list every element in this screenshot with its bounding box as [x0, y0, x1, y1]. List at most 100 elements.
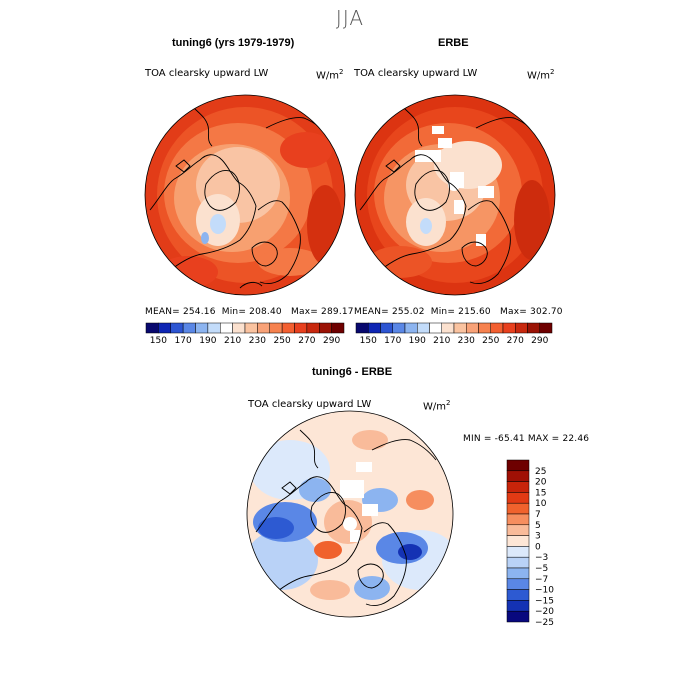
colorbar-obs: 150 170 190 210 230 250 270 290: [355, 322, 553, 346]
colorbar-swatch: [392, 322, 406, 334]
colorbar-swatch: [207, 322, 221, 334]
colorbar-swatch: [441, 322, 455, 334]
colorbar-swatch: [232, 322, 246, 334]
colorbar-tick-label: 170: [384, 336, 401, 346]
colorbar-swatch: [506, 502, 530, 515]
colorbar-swatch: [404, 322, 418, 334]
colorbar-tick-label: −3: [535, 553, 548, 563]
diff-minmax: MIN = -65.41 MAX = 22.46: [463, 434, 590, 444]
colorbar-swatch: [158, 322, 171, 334]
colorbar-swatch: [453, 322, 467, 334]
colorbar-swatch: [506, 600, 530, 612]
units-text: W/m: [527, 70, 550, 82]
colorbar-swatch: [490, 322, 504, 334]
colorbar-tick-label: −7: [535, 575, 548, 585]
units-label-model: W/m2: [316, 68, 343, 81]
panel-title-model: tuning6 (yrs 1979-1979): [172, 37, 295, 49]
colorbar-swatch: [506, 524, 530, 536]
min-value: Min= 215.60: [430, 307, 491, 317]
colorbar-tick-label: −5: [535, 564, 548, 574]
colorbar-swatch: [506, 546, 530, 558]
colorbar-swatch: [506, 535, 530, 547]
colorbar-swatch: [506, 492, 530, 504]
colorbar-tick-label: 3: [535, 532, 541, 542]
units-text: W/m: [316, 70, 339, 82]
units-exponent: 2: [446, 399, 451, 407]
max-value: Max= 302.70: [500, 307, 563, 317]
colorbar-tick-label: 290: [323, 336, 340, 346]
colorbar-swatch: [478, 322, 491, 334]
colorbar-tick-label: 10: [535, 499, 547, 509]
colorbar-swatch: [195, 322, 209, 334]
mean-value: MEAN= 254.16: [145, 307, 216, 317]
colorbar-swatch: [269, 322, 283, 334]
colorbar-swatch: [515, 322, 528, 334]
colorbar-tick-label: 250: [482, 336, 499, 346]
map-model: [145, 95, 345, 295]
colorbar-swatch: [319, 322, 332, 334]
colorbar-swatch: [417, 322, 430, 334]
map-diff-border: [246, 410, 454, 618]
colorbar-swatch: [506, 459, 530, 472]
max-value: Max= 289.17: [291, 307, 354, 317]
colorbar-tick-label: 190: [199, 336, 216, 346]
stats-obs: MEAN= 255.02 Min= 215.60 Max= 302.70: [354, 307, 563, 317]
colorbar-swatch: [506, 578, 530, 590]
colorbar-swatch: [145, 322, 159, 334]
colorbar-tick-label: 270: [507, 336, 524, 346]
units-label-obs: W/m2: [527, 68, 554, 81]
colorbar-tick-label: 210: [433, 336, 450, 346]
colorbar-swatch: [429, 322, 442, 334]
colorbar-swatch: [506, 589, 530, 601]
colorbar-swatch: [506, 470, 530, 482]
stats-model: MEAN= 254.16 Min= 208.40 Max= 289.17: [145, 307, 354, 317]
colorbar-tick-label: 20: [535, 478, 547, 488]
colorbar-swatch: [220, 322, 233, 334]
colorbar-model: 150 170 190 210 230 250 270 290: [145, 322, 345, 346]
colorbar-tick-label: 150: [150, 336, 167, 346]
colorbar-swatch: [539, 322, 553, 334]
colorbar-tick-label: 150: [360, 336, 377, 346]
colorbar-tick-label: 25: [535, 467, 546, 477]
units-label-diff: W/m2: [423, 399, 450, 412]
colorbar-tick-label: 230: [458, 336, 475, 346]
colorbar-tick-label: −15: [535, 596, 554, 606]
colorbar-tick-label: 290: [531, 336, 548, 346]
field-label-obs: TOA clearsky upward LW: [354, 68, 478, 79]
mean-value: MEAN= 255.02: [354, 307, 425, 317]
units-exponent: 2: [550, 68, 555, 76]
colorbar-swatch: [244, 322, 258, 334]
colorbar-swatch: [506, 567, 530, 580]
colorbar-swatch: [368, 322, 381, 334]
colorbar-swatch: [182, 322, 196, 334]
colorbar-tick-label: 250: [274, 336, 291, 346]
colorbar-tick-label: 210: [224, 336, 241, 346]
units-text: W/m: [423, 401, 446, 413]
colorbar-tick-label: −25: [535, 618, 554, 628]
colorbar-swatch: [331, 322, 345, 334]
map-obs-border: [354, 94, 556, 296]
panel-title-diff: tuning6 - ERBE: [312, 366, 393, 378]
colorbar-swatch: [527, 322, 540, 334]
colorbar-tick-label: 15: [535, 488, 546, 498]
colorbar-swatch: [506, 610, 530, 623]
colorbar-swatch: [281, 322, 295, 334]
field-label-model: TOA clearsky upward LW: [145, 68, 269, 79]
map-diff: [247, 411, 453, 617]
colorbar-tick-label: −10: [535, 586, 554, 596]
units-exponent: 2: [339, 68, 344, 76]
colorbar-tick-label: 5: [535, 521, 541, 531]
colorbar-swatch: [502, 322, 516, 334]
season-title: JJA: [335, 6, 365, 30]
colorbar-swatch: [306, 322, 320, 334]
colorbar-swatch: [294, 322, 308, 334]
colorbar-swatch: [355, 322, 369, 334]
map-model-border: [144, 94, 346, 296]
colorbar-tick-label: 230: [249, 336, 266, 346]
map-obs: [355, 95, 555, 295]
field-label-diff: TOA clearsky upward LW: [248, 399, 372, 410]
min-value: Min= 208.40: [221, 307, 282, 317]
colorbar-swatch: [257, 322, 270, 334]
